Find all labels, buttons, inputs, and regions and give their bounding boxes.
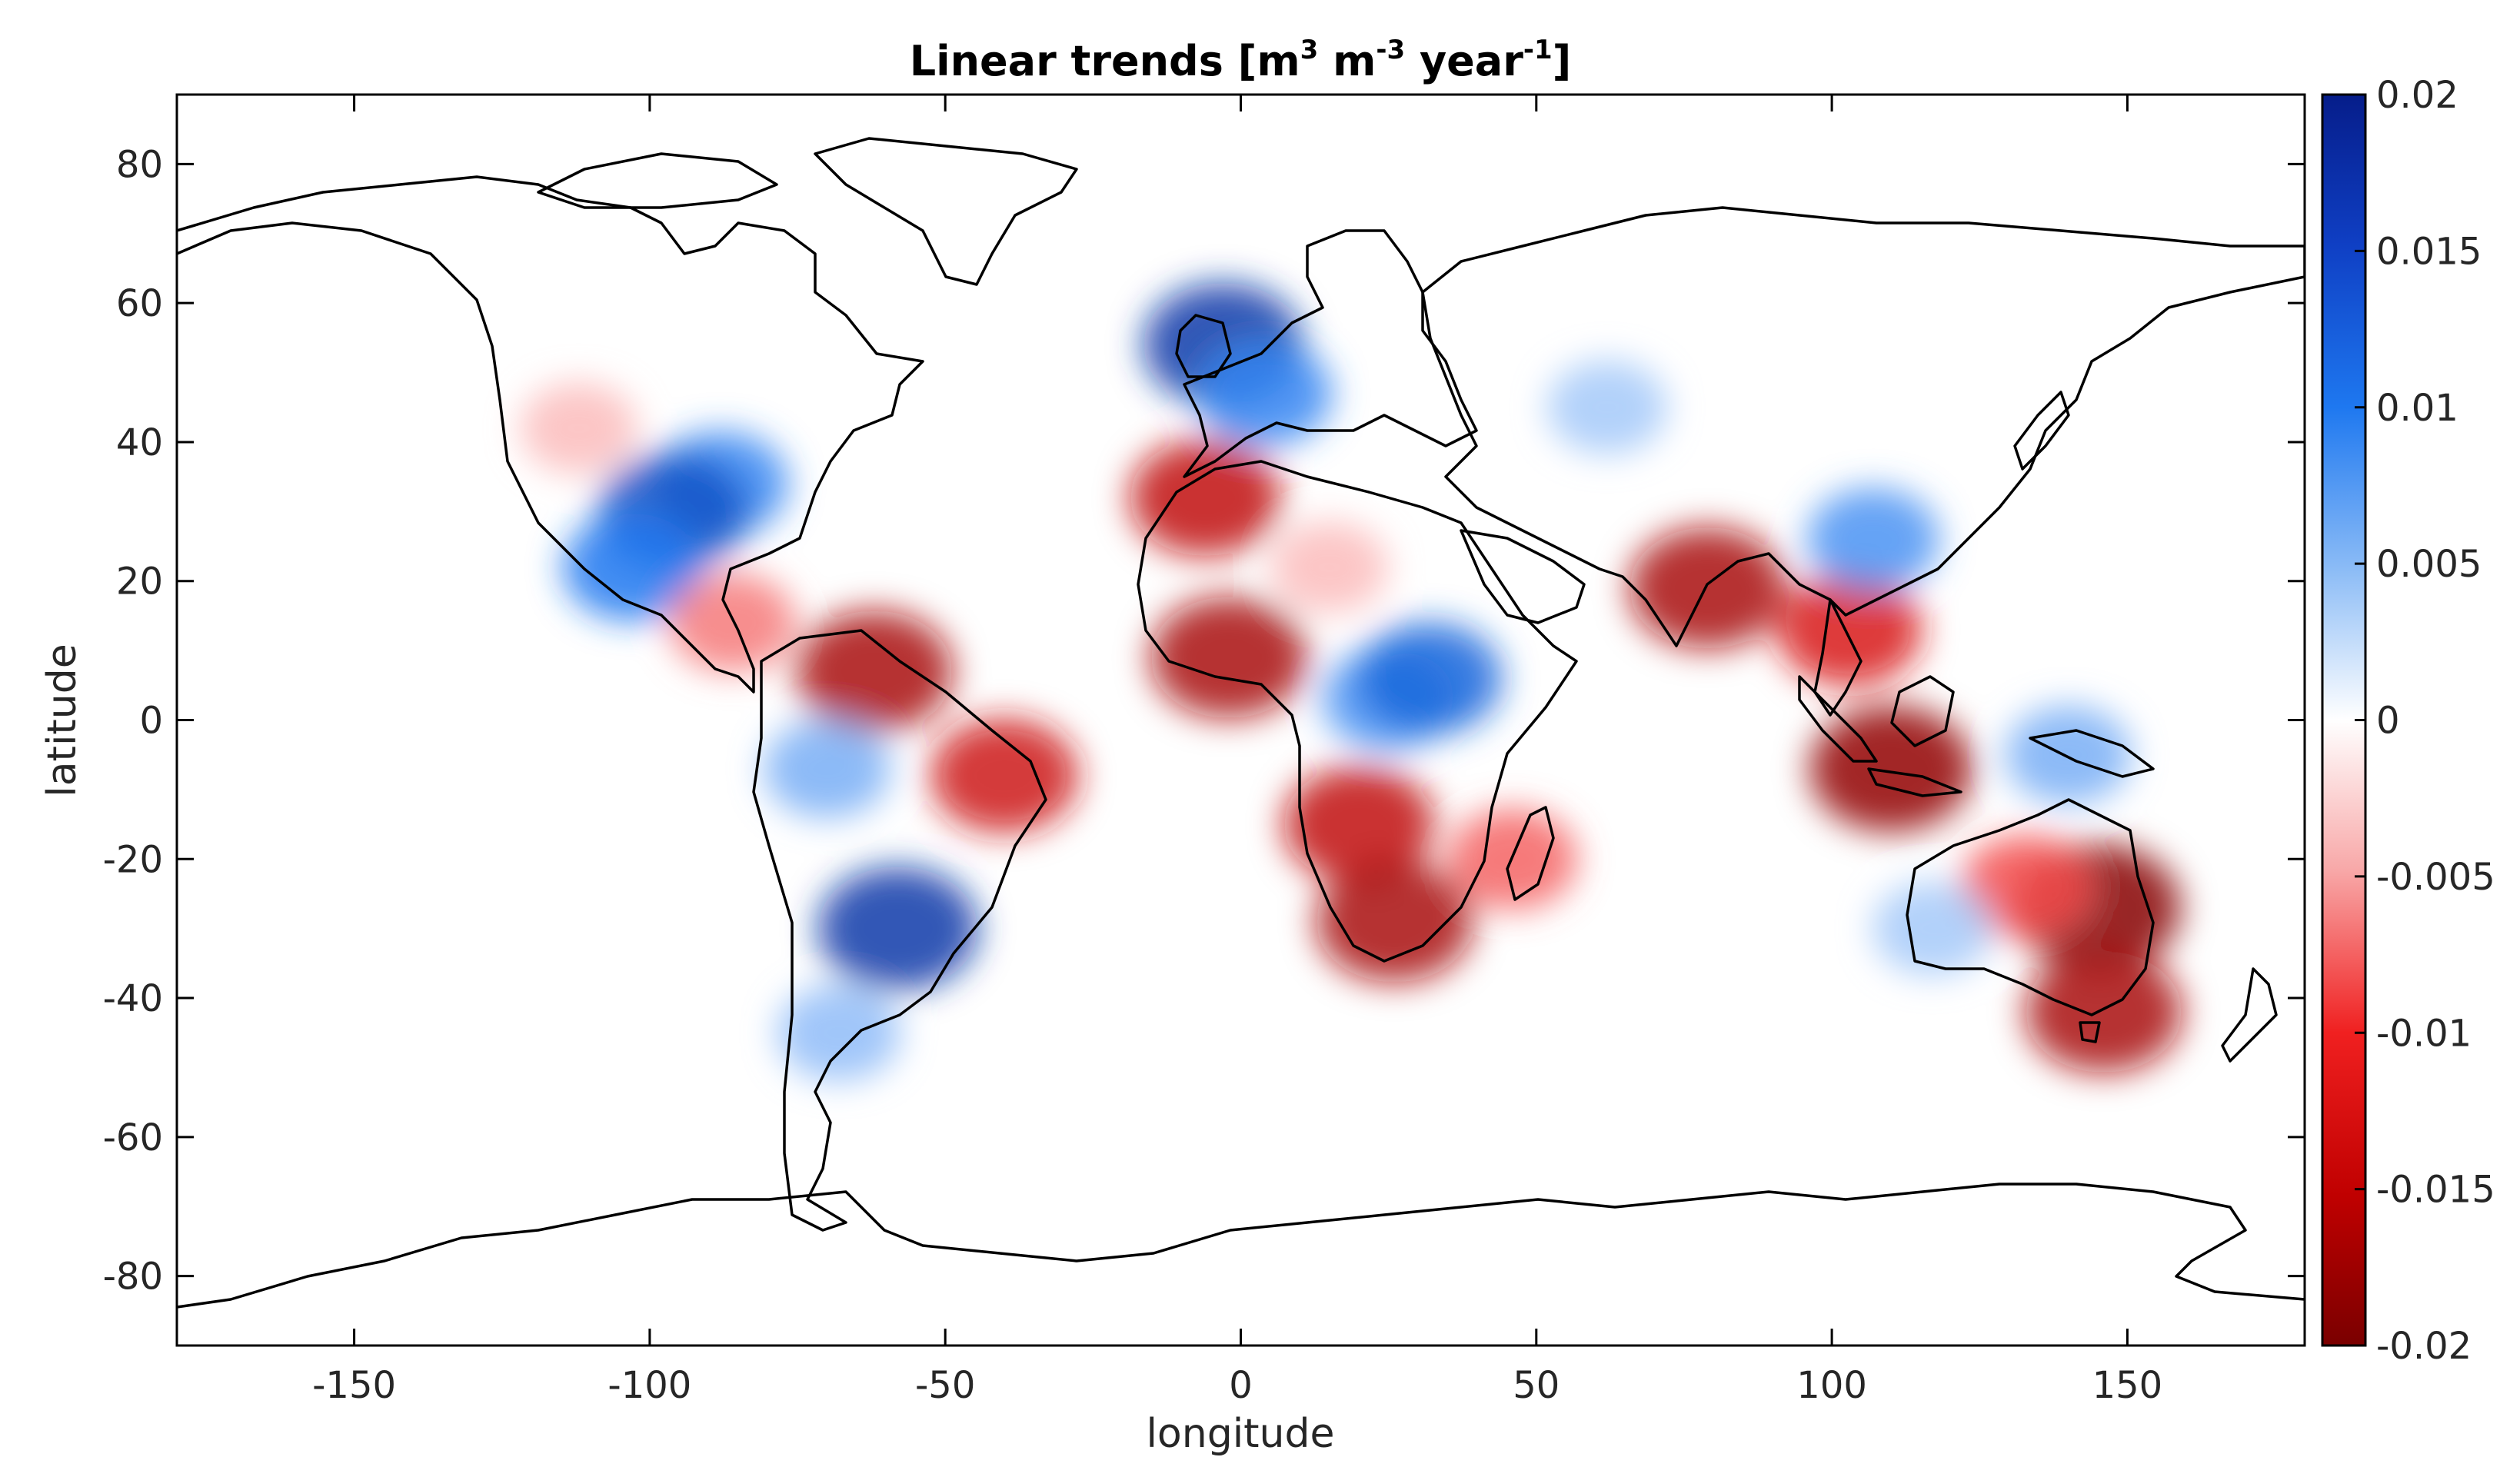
plot-background [177,95,2305,1346]
trend-region-northern-south-america [795,610,953,733]
trend-region-east-africa [1357,622,1503,735]
trend-region-northeast-brazil [930,718,1079,833]
colorbar-tick-label: 0.02 [2376,74,2458,117]
trend-region-western-united-states [520,382,637,474]
y-tick-label: -60 [103,1116,163,1159]
trend-region-sahara [1270,521,1388,614]
x-axis-ticks: -150 -100 -50 0 50 100 150 [312,95,2162,1407]
trend-region-south-china [1806,487,1939,591]
x-tick-label: 50 [1513,1364,1560,1407]
colorbar-tick-label: 0.015 [2376,230,2482,273]
y-tick-label: 0 [139,700,163,743]
x-tick-label: 100 [1796,1364,1867,1407]
coastline-greenland [814,137,1078,286]
coastline-arctic-islands [537,152,778,209]
x-axis-label: longitude [1146,1411,1334,1457]
y-tick-label: -80 [103,1256,163,1299]
coastline-north-america [177,175,924,694]
trend-region-central-asia [1547,360,1668,454]
trend-region-papua [2005,705,2132,804]
coastline-southeast-asia-peninsula [1813,598,1863,717]
coastline-asia [1421,206,2305,647]
coastline-australia [1906,798,2155,1016]
coastline-south-america [752,629,1047,1232]
colorbar-tick-label: 0.005 [2376,543,2482,586]
colorbar-tick-label: -0.02 [2376,1325,2472,1368]
x-tick-label: -50 [915,1364,975,1407]
coastlines [177,137,2305,1309]
trend-region-west-africa-sahel [1150,597,1308,719]
trend-region-tasmania [2025,951,2182,1073]
y-tick-label: 40 [116,421,163,464]
colorbar-tick-label: 0.01 [2376,387,2458,430]
y-axis-ticks: 80 60 40 20 0 -20 -40 -60 -80 [103,143,2305,1299]
trend-region-india [1629,527,1786,649]
y-tick-label: -20 [103,838,163,881]
trend-region-mexico [562,513,701,621]
y-tick-label: 20 [116,561,163,604]
colorbar-tick-label: -0.005 [2376,856,2495,899]
x-tick-label: 0 [1229,1364,1253,1407]
trend-region-central-australia [1960,835,2093,939]
coastline-japan [2013,391,2070,471]
y-tick-label: 60 [116,282,163,325]
trend-region-southern-angola-zambia [1283,766,1435,883]
coastline-new-guinea [2029,729,2155,778]
coastline-antarctica [177,1183,2305,1309]
trend-region-south-africa [1316,860,1473,983]
trend-region-central-america [669,573,796,672]
map-plot-area: -150 -100 -50 0 50 100 150 80 60 40 20 0 -20 -40 -60 -… [103,93,2306,1407]
colorbar: 0.02 0.015 0.01 0.005 0 -0.005 -0.01 -0.015 -0.0… [2321,74,2495,1368]
y-tick-label: -40 [103,977,163,1020]
coastline-africa [1137,460,1578,963]
x-tick-label: -100 [608,1364,691,1407]
coastline-tasmania [2079,1021,2101,1043]
coastline-new-zealand [2221,967,2278,1063]
y-tick-label: 80 [116,143,163,186]
colorbar-tick-label: -0.015 [2376,1169,2495,1212]
trend-region-western-amazon [764,719,890,818]
trend-region-southwest-australia [1872,881,1992,976]
coastline-borneo [1890,675,1955,747]
map-title: Linear trends [m3 m-3 year-1] [910,35,1572,85]
trend-region-morocco [1130,439,1281,557]
y-axis-label: latitude [39,644,85,797]
colorbar-ticks: 0.02 0.015 0.01 0.005 0 -0.005 -0.01 -0.015 -0.0… [2355,74,2495,1368]
x-tick-label: 150 [2092,1364,2163,1407]
coastline-arabia [1460,529,1586,624]
trend-region-la-plata-basin [817,867,978,991]
trend-heat-layer [520,282,2182,1081]
coastline-java [1867,767,1962,797]
colorbar-tick-label: 0 [2376,700,2400,743]
coastline-sumatra [1798,675,1878,763]
trend-region-patagonia [777,984,900,1081]
x-tick-label: -150 [312,1364,396,1407]
colorbar-tick-label: -0.01 [2376,1012,2472,1055]
trend-region-southeast-asia [1777,573,1922,686]
coastline-great-britain [1175,314,1232,378]
coastline-madagascar [1506,806,1555,901]
